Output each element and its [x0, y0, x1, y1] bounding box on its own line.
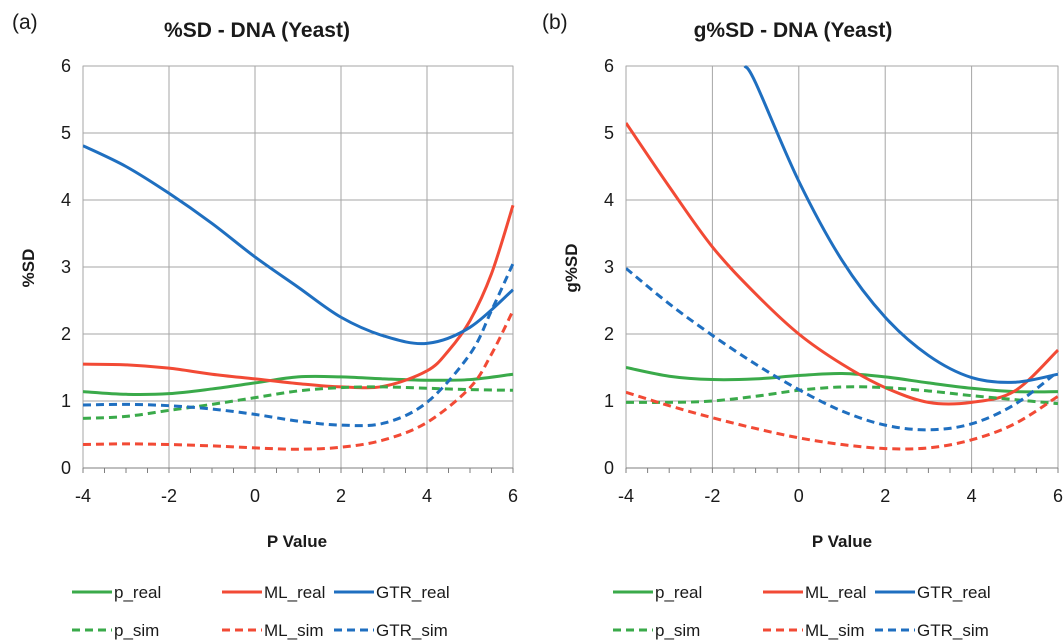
y-tick-label-b: 5: [604, 123, 614, 143]
legend-a: p_real ML_real GTR_real p_sim ML_sim GTR_sim: [72, 583, 450, 640]
legend-label: p_real: [655, 583, 702, 602]
legend-item-ML-real: ML_real: [763, 583, 866, 602]
series-line-GTR-real: [83, 144, 514, 346]
legend-label: GTR_sim: [917, 621, 989, 640]
legend-label: p_sim: [114, 621, 159, 640]
series-line-GTR-sim: [83, 263, 515, 428]
y-tick-label-b: 1: [604, 391, 614, 411]
y-tick-label-a: 4: [61, 190, 71, 210]
series-line-ML-sim: [83, 309, 515, 451]
x-tick-label-b: 0: [794, 486, 804, 506]
legend-item-p-sim: p_sim: [72, 621, 159, 640]
series-line-ML-real: [83, 204, 515, 390]
legend-item-GTR-sim: GTR_sim: [875, 621, 989, 640]
x-tick-label-b: 2: [880, 486, 890, 506]
x-tick-label-b: 6: [1053, 486, 1063, 506]
chart-panel-b: (b) g%SD - DNA (Yeast) P Value g%SD 0 1 2 3…: [542, 11, 1063, 640]
legend-label: p_sim: [655, 621, 700, 640]
legend-item-ML-sim: ML_sim: [763, 621, 865, 640]
series-group-b: [626, 65, 1060, 451]
x-tick-label-a: 6: [508, 486, 518, 506]
x-axis-label-a: P Value: [267, 532, 327, 551]
series-line-GTR-sim: [626, 267, 1059, 432]
series-group-a: [83, 144, 515, 451]
legend-label: GTR_sim: [376, 621, 448, 640]
legend-item-ML-real: ML_real: [222, 583, 325, 602]
y-tick-label-a: 6: [61, 56, 71, 76]
chart-panel-a: (a) %SD - DNA (Yeast) P Value %SD 0 1 2 3 4 5…: [12, 11, 518, 640]
legend-b: p_real ML_real GTR_real p_sim ML_sim GTR_sim: [613, 583, 991, 640]
legend-item-GTR-real: GTR_real: [334, 583, 450, 602]
legend-label: ML_real: [264, 583, 325, 602]
y-tick-label-a: 3: [61, 257, 71, 277]
series-line-p-real: [83, 372, 514, 396]
y-tick-label-a: 0: [61, 458, 71, 478]
legend-label: p_real: [114, 583, 161, 602]
series-line-p-real: [626, 366, 1059, 394]
legend-label: ML_sim: [264, 621, 324, 640]
legend-item-ML-sim: ML_sim: [222, 621, 324, 640]
legend-label: GTR_real: [376, 583, 450, 602]
x-tick-label-a: 4: [422, 486, 432, 506]
y-tick-label-a: 2: [61, 324, 71, 344]
chart-title-b: g%SD - DNA (Yeast): [694, 19, 893, 42]
legend-item-p-real: p_real: [72, 583, 161, 602]
y-tick-label-b: 6: [604, 56, 614, 76]
y-tick-label-b: 4: [604, 190, 614, 210]
series-line-ML-sim: [626, 390, 1059, 451]
legend-label: ML_real: [805, 583, 866, 602]
x-tick-label-a: 0: [250, 486, 260, 506]
series-line-GTR-real: [743, 65, 1059, 384]
x-tick-label-b: -2: [704, 486, 720, 506]
legend-item-GTR-sim: GTR_sim: [334, 621, 448, 640]
x-tick-label-a: -4: [75, 486, 91, 506]
panel-label-a: (a): [12, 11, 38, 34]
x-axis-label-b: P Value: [812, 532, 872, 551]
series-line-ML-real: [626, 122, 1060, 406]
x-tick-label-a: -2: [161, 486, 177, 506]
x-tick-label-a: 2: [336, 486, 346, 506]
y-tick-label-b: 3: [604, 257, 614, 277]
legend-item-p-real: p_real: [613, 583, 702, 602]
y-tick-label-a: 1: [61, 391, 71, 411]
x-tick-label-b: -4: [618, 486, 634, 506]
legend-label: ML_sim: [805, 621, 865, 640]
y-tick-label-b: 2: [604, 324, 614, 344]
legend-item-p-sim: p_sim: [613, 621, 700, 640]
legend-item-GTR-real: GTR_real: [875, 583, 991, 602]
panel-label-b: (b): [542, 11, 568, 34]
x-tick-label-b: 4: [967, 486, 977, 506]
y-axis-label-b: g%SD: [562, 243, 581, 292]
y-tick-label-a: 5: [61, 123, 71, 143]
chart-title-a: %SD - DNA (Yeast): [164, 19, 350, 42]
series-line-p-sim: [83, 385, 514, 420]
legend-label: GTR_real: [917, 583, 991, 602]
y-axis-label-a: %SD: [19, 249, 38, 288]
y-tick-label-b: 0: [604, 458, 614, 478]
